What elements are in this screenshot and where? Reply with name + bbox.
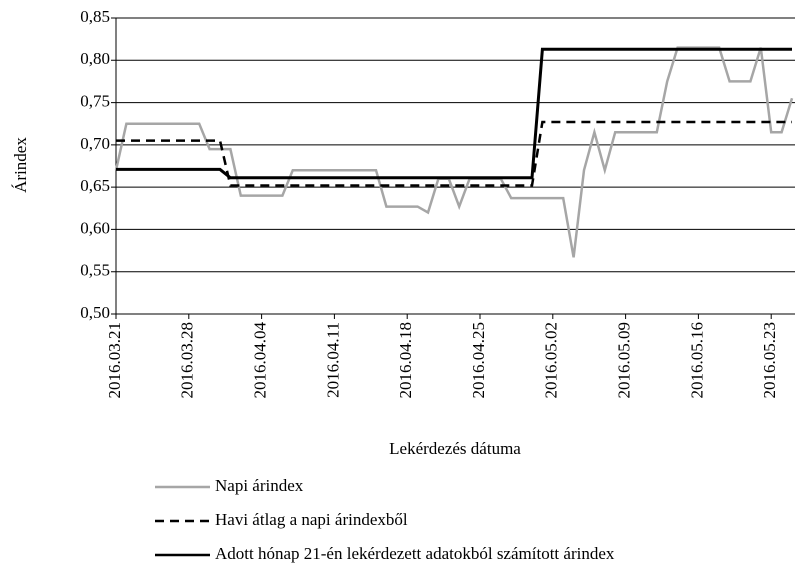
x-tick-label: 2016.03.21: [105, 322, 124, 399]
legend-label: Havi átlag a napi árindexből: [215, 510, 408, 529]
y-tick-label: 0,75: [80, 91, 110, 110]
x-tick-label: 2016.05.16: [687, 322, 706, 399]
x-tick-label: 2016.05.23: [760, 322, 779, 399]
series-line: [116, 47, 792, 180]
legend-label: Napi árindex: [215, 476, 304, 495]
x-tick-label: 2016.04.04: [251, 322, 270, 399]
legend-label: Adott hónap 21-én lekérdezett adatokból …: [215, 544, 615, 563]
y-tick-label: 0,50: [80, 303, 110, 322]
x-tick-label: 2016.05.09: [615, 322, 634, 399]
y-axis-title: Árindex: [11, 137, 30, 193]
y-tick-label: 0,85: [80, 7, 110, 26]
x-tick-label: 2016.04.25: [469, 322, 488, 399]
y-tick-label: 0,65: [80, 176, 110, 195]
y-tick-label: 0,55: [80, 261, 110, 280]
x-tick-label: 2016.04.18: [396, 322, 415, 399]
x-tick-label: 2016.03.28: [178, 322, 197, 399]
x-axis-title: Lekérdezés dátuma: [389, 439, 521, 458]
y-tick-label: 0,70: [80, 134, 110, 153]
x-tick-label: 2016.05.02: [542, 322, 561, 399]
y-tick-label: 0,60: [80, 218, 110, 237]
x-tick-label: 2016.04.11: [323, 322, 342, 398]
series-line: [116, 120, 792, 187]
y-tick-label: 0,80: [80, 49, 110, 68]
series-line: [114, 46, 794, 258]
